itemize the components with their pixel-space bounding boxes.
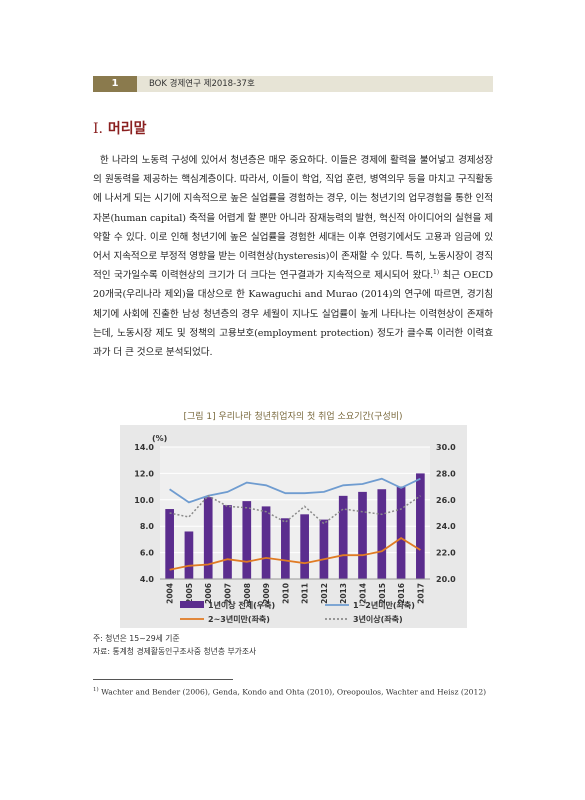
series-line — [169, 537, 421, 571]
bar — [281, 518, 290, 579]
section-heading: I. 머리말 — [93, 118, 147, 138]
x-tick-label: 2004 — [166, 583, 175, 604]
series-line — [169, 477, 421, 504]
bar — [396, 486, 406, 579]
bar — [377, 489, 387, 579]
legend-label: 2~3년미만(좌축) — [208, 614, 270, 624]
y2-tick-label: 30.0 — [436, 443, 456, 452]
y-tick-label: 8.0 — [140, 522, 155, 531]
legend-swatch — [180, 601, 204, 608]
y-tick-label: 4.0 — [140, 575, 155, 584]
plot-area — [160, 447, 430, 579]
body-text-2: 최근 OECD 20개국(우리나라 제외)을 대상으로 한 Kawaguchi … — [93, 270, 493, 359]
figure-caption: [그림 1] 우리나라 청년취업자의 첫 취업 소요기간(구성비) — [183, 412, 403, 422]
page-number: 1 — [93, 76, 137, 92]
x-tick-label: 2009 — [262, 583, 271, 604]
series-line — [169, 494, 421, 525]
legend-label: 3년이상(좌축) — [353, 614, 403, 624]
x-tick-label: 2012 — [320, 583, 329, 604]
figure-chart: 14.0 12.0 10.0 8.0 6.0 4.0 30.0 28.0 26.0 24.0 22.… — [120, 425, 467, 628]
y2-tick-label: 26.0 — [436, 496, 456, 505]
bar — [416, 473, 425, 579]
y2-tick-label: 28.0 — [436, 469, 456, 478]
x-tick-label: 2005 — [185, 583, 194, 604]
footnote: 1) Wachter and Bender (2006), Genda, Kon… — [93, 687, 513, 697]
bar — [358, 491, 367, 579]
y2-tick-label: 20.0 — [436, 575, 456, 584]
bar — [261, 506, 271, 579]
x-tick-label: 2010 — [281, 583, 290, 604]
figure-source: 자료: 통계청 경제활동인구조사중 청년층 부가조사 — [93, 647, 257, 656]
x-tick-label: 2015 — [378, 583, 387, 604]
chart-svg: 14.0 12.0 10.0 8.0 6.0 4.0 30.0 28.0 26.0 24.0 22.… — [134, 434, 456, 624]
x-tick-label: 2017 — [416, 583, 425, 604]
journal-title: BOK 경제연구 제2018-37호 — [149, 79, 255, 89]
y-axis-unit: (%) — [152, 434, 167, 443]
y-tick-label: 10.0 — [134, 496, 154, 505]
bar — [203, 497, 213, 579]
x-tick-label: 2008 — [243, 583, 252, 604]
x-tick-label: 2006 — [204, 583, 213, 604]
y2-tick-label: 24.0 — [436, 522, 456, 531]
bar — [242, 501, 252, 579]
legend-label: 1~2년미만(좌축) — [353, 600, 415, 610]
bar — [300, 514, 309, 579]
footnote-mark: 1) — [93, 687, 99, 693]
bar — [223, 505, 232, 579]
y-tick-label: 12.0 — [134, 469, 154, 478]
x-tick-label: 2014 — [359, 583, 368, 604]
bar — [184, 531, 194, 579]
y-tick-label: 14.0 — [134, 443, 154, 452]
footnote-text: Wachter and Bender (2006), Genda, Kondo … — [98, 687, 487, 697]
section-title: 머리말 — [107, 121, 147, 137]
section-number: I. — [93, 121, 103, 137]
x-tick-label: 2007 — [224, 583, 233, 604]
figure-note: 주: 청년은 15~29세 기준 — [93, 634, 180, 643]
bar — [338, 495, 348, 579]
bar — [319, 519, 329, 579]
body-text-1: 한 나라의 노동력 구성에 있어서 청년층은 매우 중요하다. 이들은 경제에 … — [93, 155, 493, 282]
x-tick-label: 2016 — [397, 583, 406, 604]
y2-tick-label: 22.0 — [436, 549, 456, 558]
bar — [165, 509, 174, 579]
body-paragraph: 한 나라의 노동력 구성에 있어서 청년층은 매우 중요하다. 이들은 경제에 … — [93, 151, 493, 362]
footnote-divider — [93, 679, 233, 680]
running-header: 1 BOK 경제연구 제2018-37호 — [93, 76, 493, 92]
x-tick-label: 2013 — [339, 583, 348, 604]
x-tick-label: 2011 — [301, 583, 310, 604]
footnote-ref[interactable]: 1) — [433, 269, 439, 277]
y-tick-label: 6.0 — [140, 549, 155, 558]
legend-label: 1년이상 전체(우축) — [208, 600, 275, 610]
